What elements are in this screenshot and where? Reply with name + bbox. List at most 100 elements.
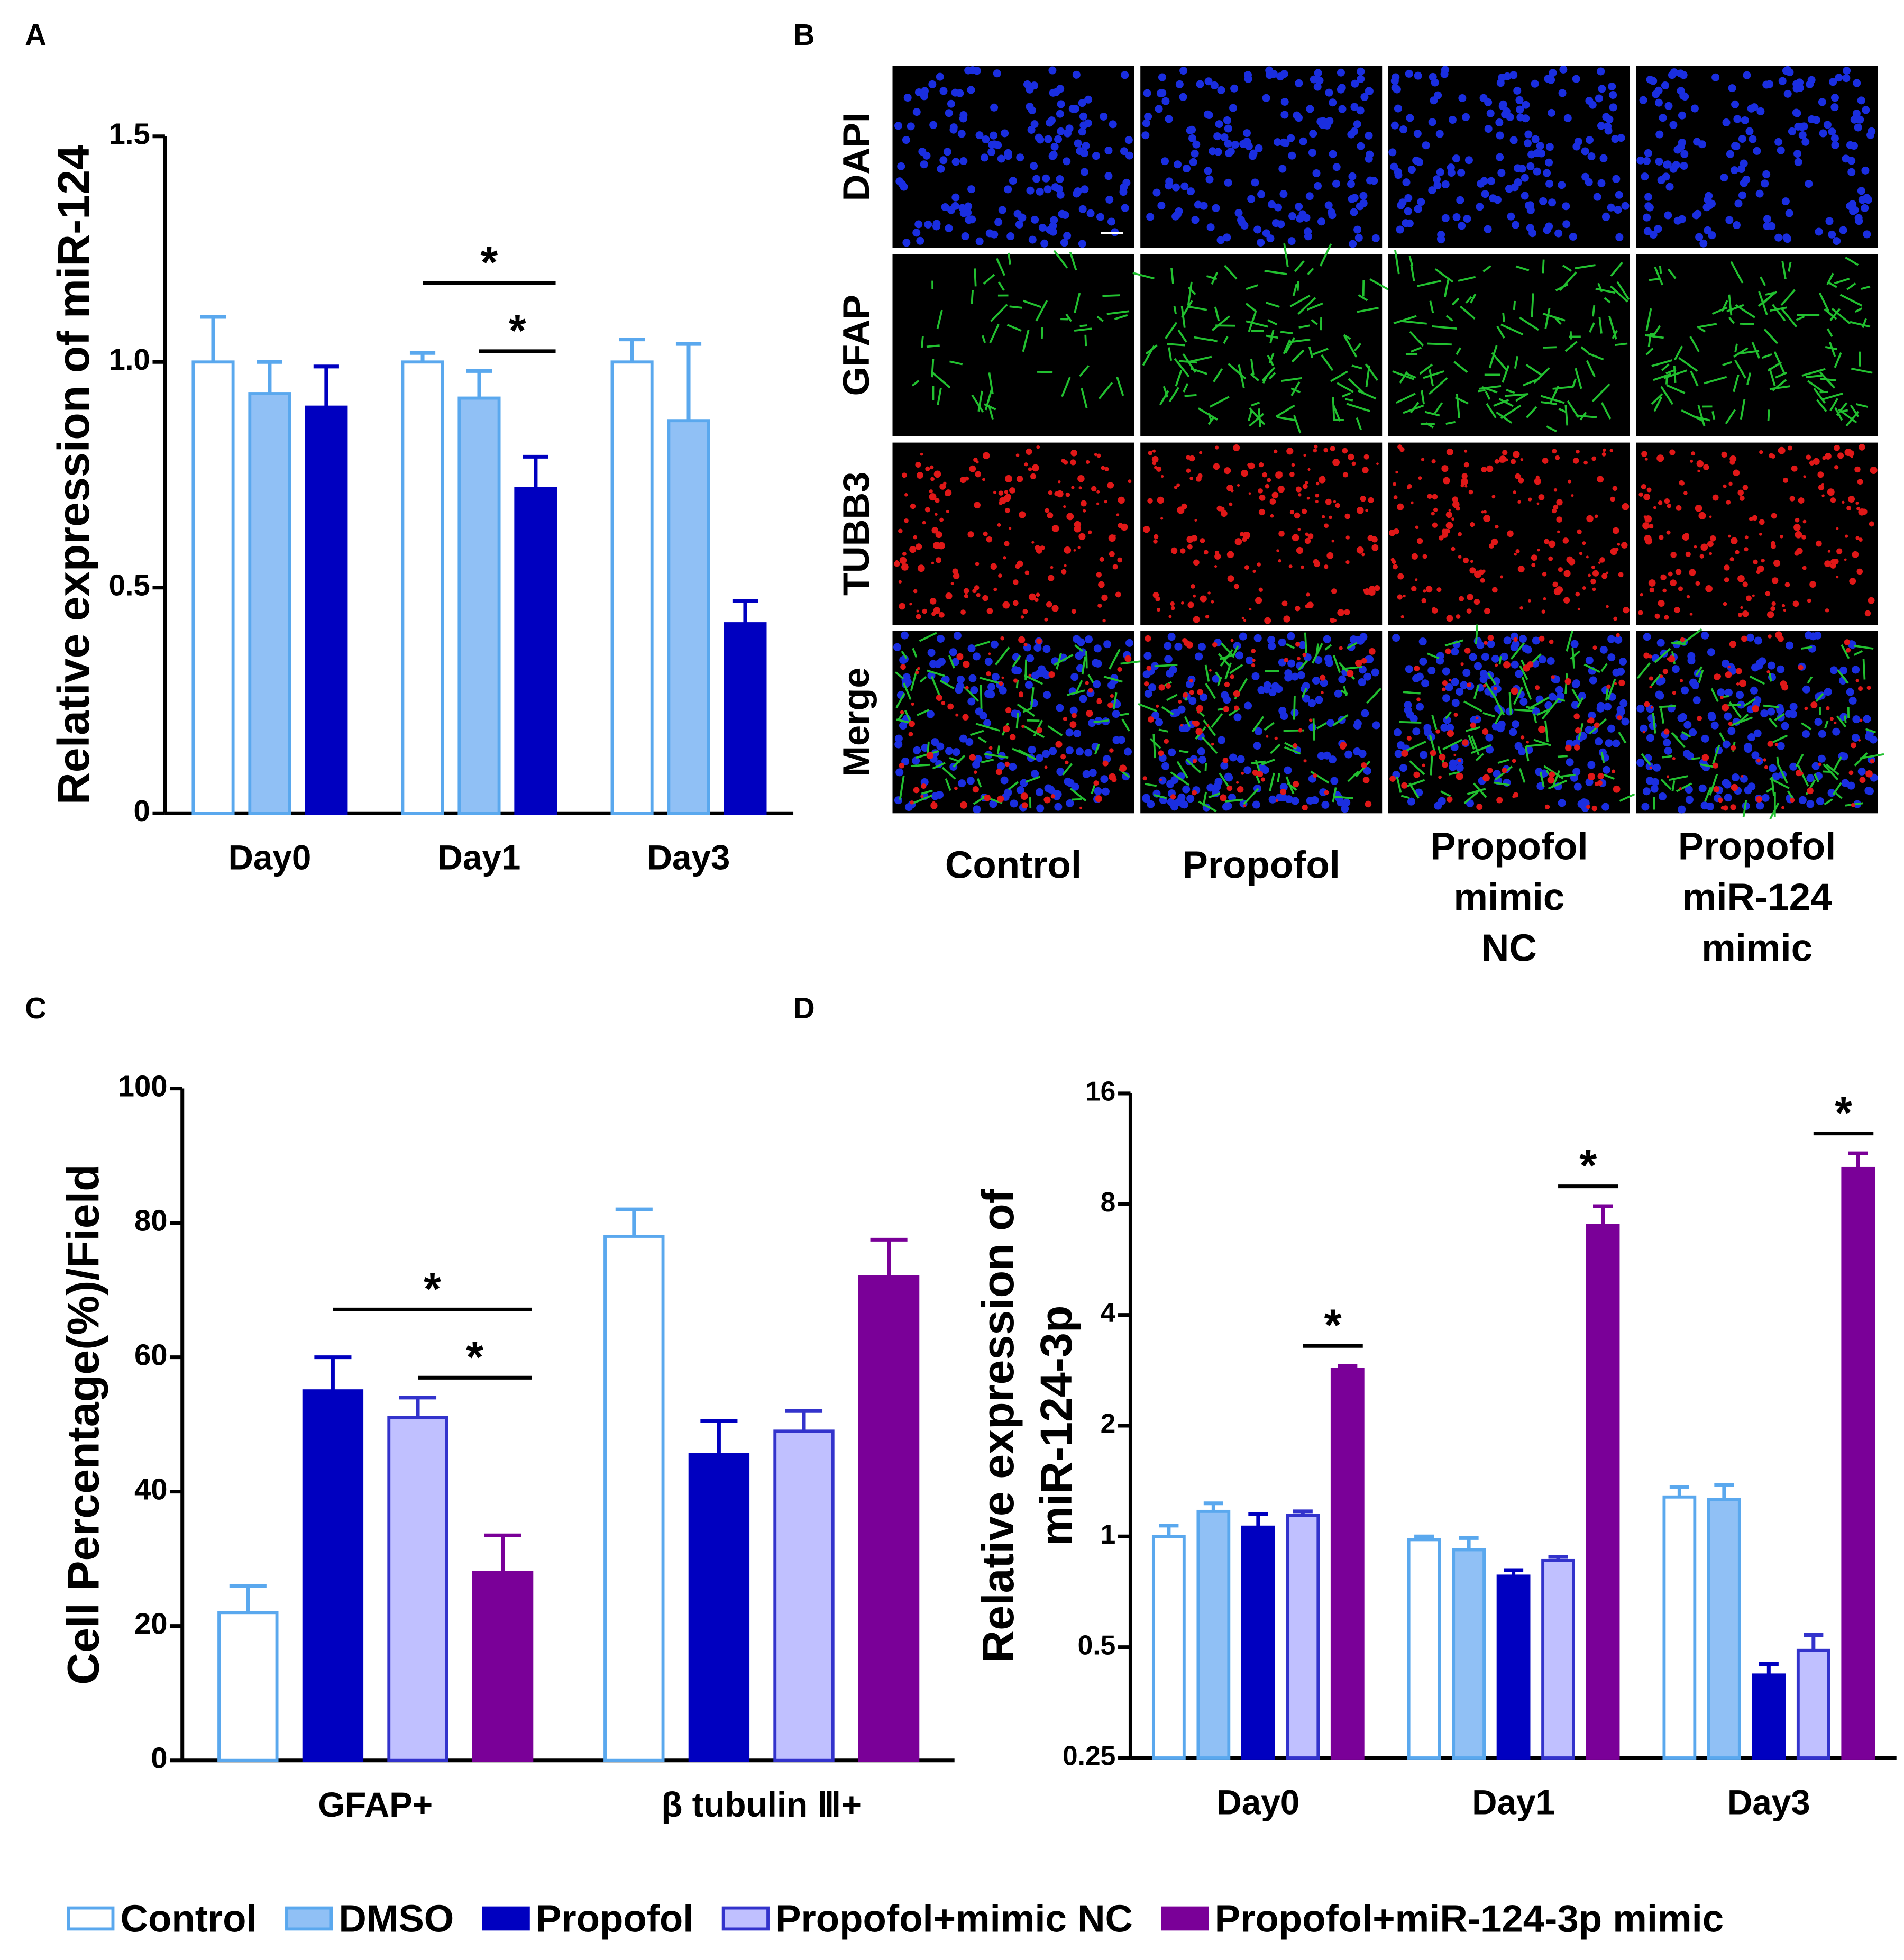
- fiber: [1409, 760, 1425, 776]
- cell-dot: [1515, 96, 1524, 104]
- cell-dot: [1559, 65, 1568, 74]
- fiber: [1266, 302, 1280, 308]
- cell-dot: [1558, 89, 1567, 97]
- cell-dot: [1729, 459, 1735, 465]
- micrograph-bg: [892, 254, 1134, 436]
- cell-dot: [1452, 154, 1460, 163]
- cell-dot: [899, 557, 907, 564]
- cell-dot: [962, 714, 969, 721]
- fiber: [1788, 261, 1792, 272]
- cell-dot: [1700, 543, 1708, 551]
- cell-dot: [1347, 453, 1354, 461]
- cell-dot: [1116, 513, 1120, 516]
- cell-dot: [1774, 743, 1778, 746]
- cell-dot: [1642, 731, 1645, 734]
- cell-dot: [1861, 166, 1870, 175]
- cell-dot: [970, 686, 978, 694]
- cell-dot: [1720, 806, 1725, 810]
- fiber: [1498, 655, 1502, 665]
- cell-dot: [1368, 648, 1376, 655]
- cell-dot: [1575, 727, 1581, 734]
- fiber: [1283, 243, 1289, 267]
- cell-dot: [1747, 733, 1756, 742]
- cell-dot: [1591, 565, 1595, 569]
- cell-dot: [1636, 156, 1645, 165]
- x-tick-label: Day1: [438, 838, 521, 877]
- cell-dot: [1595, 737, 1603, 746]
- cell-dot: [1604, 126, 1613, 135]
- cell-dot: [1646, 75, 1654, 84]
- cell-dot: [1655, 677, 1664, 686]
- cell-dot: [1324, 654, 1332, 663]
- cell-dot: [1070, 673, 1079, 681]
- cell-dot: [1268, 200, 1276, 208]
- cell-dot: [1274, 203, 1283, 212]
- cell-dot: [1663, 160, 1672, 169]
- cell-dot: [1670, 579, 1677, 586]
- cell-dot: [1836, 527, 1839, 530]
- cell-dot: [1015, 453, 1020, 458]
- cell-dot: [1798, 796, 1807, 804]
- cell-dot: [1079, 806, 1083, 809]
- cell-dot: [1371, 536, 1378, 543]
- cell-dot: [927, 649, 936, 657]
- cell-dot: [915, 670, 919, 674]
- fiber: [1562, 265, 1572, 272]
- fiber: [1762, 353, 1772, 359]
- cell-dot: [1780, 680, 1787, 687]
- cell-dot: [1731, 100, 1740, 108]
- fiber: [1289, 295, 1311, 307]
- fiber: [1494, 710, 1504, 725]
- cell-dot: [1851, 803, 1855, 807]
- cell-dot: [1607, 635, 1616, 643]
- fiber: [1470, 293, 1477, 304]
- cell-dot: [1416, 697, 1421, 702]
- fiber: [1427, 652, 1440, 660]
- fiber: [1645, 348, 1654, 355]
- cell-dot: [1048, 66, 1057, 75]
- cell-dot: [1834, 465, 1839, 470]
- cell-dot: [1836, 576, 1839, 579]
- fiber: [1440, 790, 1451, 797]
- cell-dot: [1187, 601, 1194, 608]
- cell-dot: [1484, 608, 1490, 615]
- cell-dot: [1563, 597, 1570, 604]
- cell-dot: [1842, 74, 1851, 83]
- cell-dot: [1191, 149, 1199, 158]
- cell-dot: [1315, 493, 1320, 498]
- cell-dot: [1679, 92, 1688, 100]
- cell-dot: [1641, 484, 1646, 490]
- cell-dot: [1353, 721, 1361, 730]
- cell-dot: [1193, 594, 1196, 598]
- fiber: [1833, 756, 1842, 772]
- cell-dot: [993, 587, 997, 591]
- cell-dot: [1759, 519, 1765, 525]
- cell-dot: [1170, 601, 1175, 606]
- cell-dot: [1161, 97, 1170, 105]
- fiber: [1423, 370, 1444, 379]
- cell-dot: [1165, 177, 1174, 186]
- cell-dot: [998, 490, 1004, 496]
- fiber: [1015, 680, 1019, 689]
- cell-dot: [1109, 120, 1117, 129]
- cell-dot: [960, 801, 968, 809]
- cell-dot: [1713, 786, 1720, 793]
- cell-dot: [1806, 800, 1815, 808]
- cell-dot: [1365, 154, 1373, 163]
- cell-dot: [1667, 657, 1671, 661]
- cell-dot: [1842, 500, 1845, 504]
- cell-dot: [1734, 199, 1743, 208]
- cell-dot: [916, 614, 921, 619]
- cell-dot: [1767, 661, 1775, 670]
- cell-dot: [1763, 222, 1771, 231]
- cell-dot: [1581, 147, 1589, 156]
- cell-dot: [1314, 656, 1323, 664]
- cell-dot: [1736, 682, 1740, 686]
- cell-dot: [1096, 453, 1101, 458]
- cell-dot: [908, 732, 913, 737]
- cell-dot: [1850, 115, 1859, 124]
- cell-dot: [967, 697, 976, 706]
- cell-dot: [999, 681, 1003, 686]
- cell-dot: [1487, 768, 1493, 773]
- cell-dot: [1203, 550, 1209, 555]
